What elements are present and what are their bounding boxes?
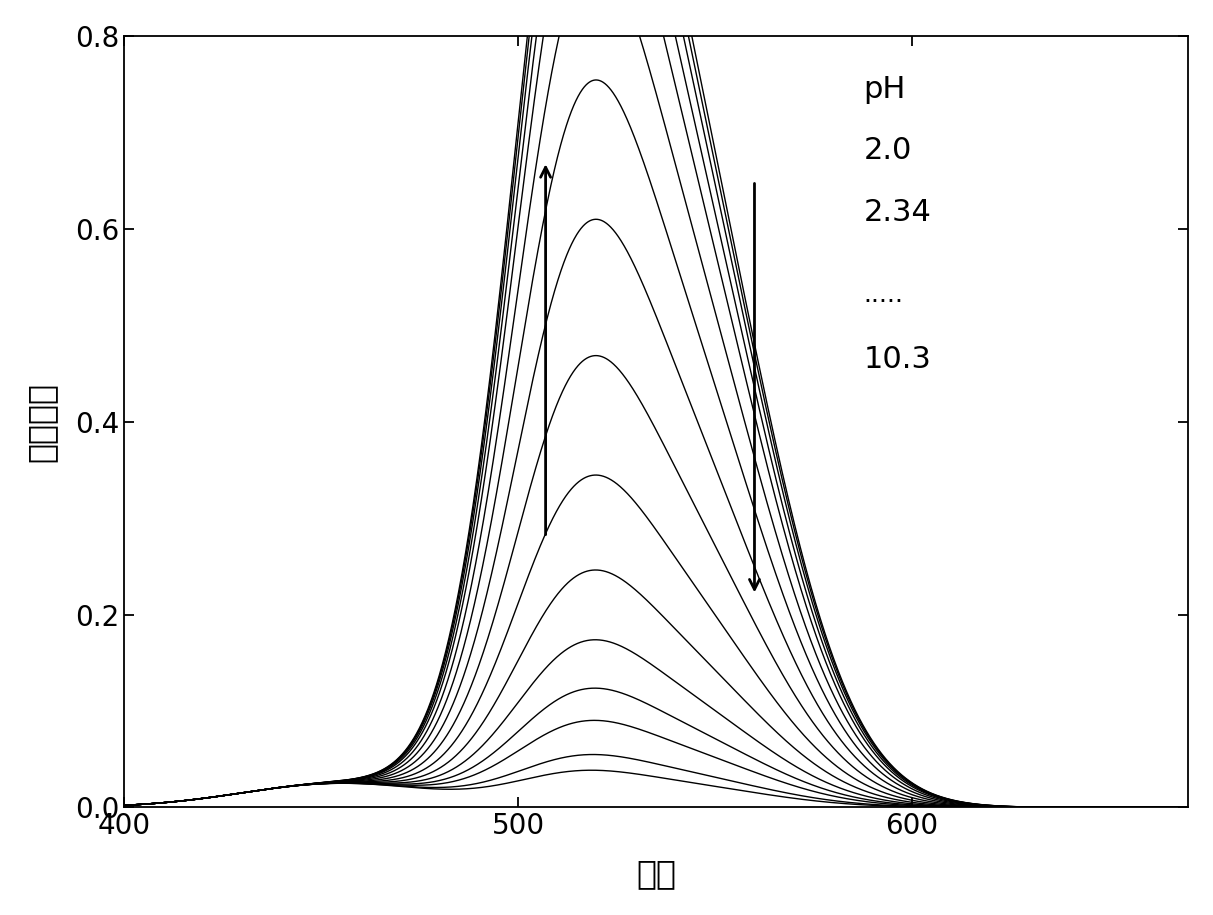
Y-axis label: 吸收强度: 吸收强度 (25, 382, 58, 462)
Text: 10.3: 10.3 (864, 345, 932, 373)
X-axis label: 波长: 波长 (636, 857, 676, 890)
Text: .....: ..... (864, 283, 904, 307)
Text: pH: pH (864, 75, 906, 103)
Text: 2.34: 2.34 (864, 198, 932, 227)
Text: 2.0: 2.0 (864, 136, 912, 166)
